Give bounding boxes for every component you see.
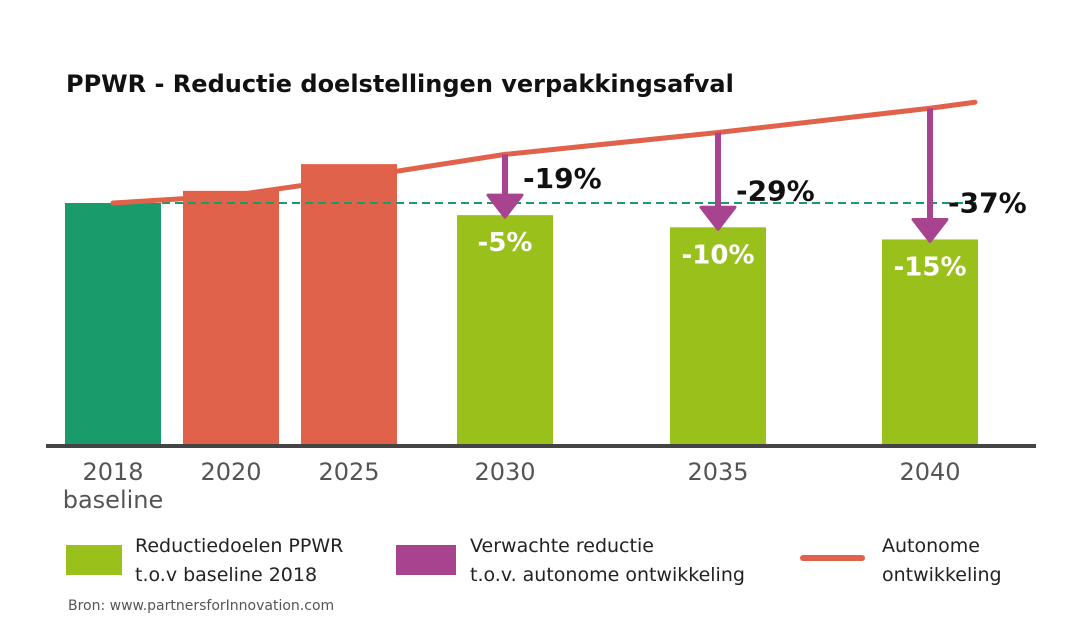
expected-reduction-label-2030: -19% xyxy=(523,162,602,195)
x-tick-label-2040: 2040 xyxy=(899,458,960,486)
bar-2035 xyxy=(670,227,766,446)
chart-title: PPWR - Reductie doelstellingen verpakkin… xyxy=(66,70,734,98)
bar-2040 xyxy=(882,239,978,446)
source-note: Bron: www.partnersforInnovation.com xyxy=(68,598,334,614)
x-tick-label-2020: 2020 xyxy=(200,458,261,486)
bar-label-2035: -10% xyxy=(681,240,754,270)
expected-reduction-arrowhead-2040 xyxy=(911,217,949,243)
legend-swatch-target xyxy=(66,545,122,575)
legend-expected-line-2: t.o.v. autonome ontwikkeling xyxy=(470,564,745,586)
expected-reduction-arrowhead-2035 xyxy=(699,205,737,231)
legend-swatch-expected xyxy=(396,545,456,575)
legend: Reductiedoelen PPWR t.o.v baseline 2018 … xyxy=(66,535,1002,586)
expected-reduction-label-2035: -29% xyxy=(736,174,815,207)
legend-autonomous-line-2: ontwikkeling xyxy=(882,564,1002,586)
expected-reduction-label-2040: -37% xyxy=(948,186,1027,219)
expected-reduction-arrowhead-2030 xyxy=(486,193,524,219)
bars-layer xyxy=(65,164,980,446)
label-layer: -19% -29% -37% -5% -10% -15% xyxy=(478,162,1027,282)
x-tick-label-2030: 2030 xyxy=(474,458,535,486)
legend-expected-line-1: Verwachte reductie xyxy=(470,535,654,557)
bar-label-2030: -5% xyxy=(478,228,533,258)
x-tick-label-2035: 2035 xyxy=(687,458,748,486)
x-tick-sublabel-2018: baseline xyxy=(63,486,164,514)
bar-2025 xyxy=(301,164,397,446)
bar-2030 xyxy=(457,215,553,446)
bar-2018 xyxy=(65,203,161,446)
bar-label-2040: -15% xyxy=(893,252,966,282)
x-tick-label-2018: 2018 xyxy=(82,458,143,486)
x-tick-label-2025: 2025 xyxy=(318,458,379,486)
arrow-layer xyxy=(486,108,949,243)
legend-target-line-1: Reductiedoelen PPWR xyxy=(135,535,343,557)
legend-autonomous-line-1: Autonome xyxy=(882,535,980,557)
bar-2020 xyxy=(183,190,279,446)
legend-target-line-2: t.o.v baseline 2018 xyxy=(135,564,317,586)
